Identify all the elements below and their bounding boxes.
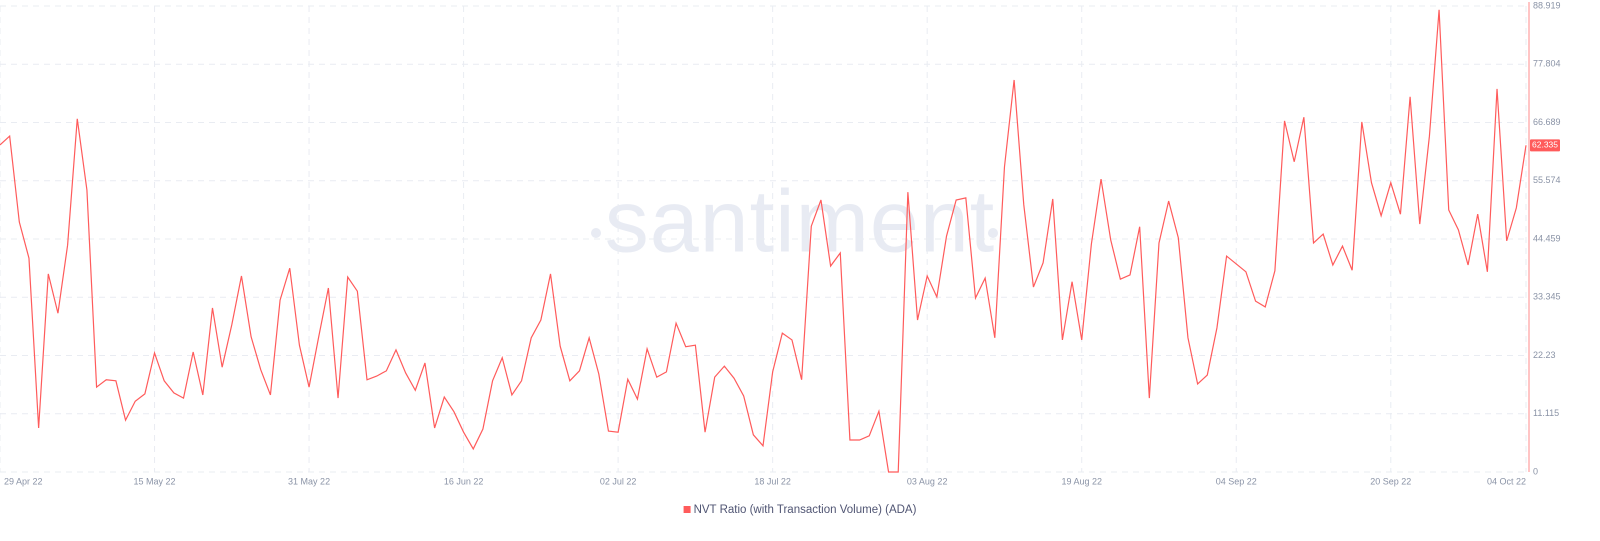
x-tick-label: 29 Apr 22 — [4, 476, 43, 486]
x-tick-label: 15 May 22 — [134, 476, 176, 486]
series-line — [0, 9, 1527, 473]
y-tick-label: 77.804 — [1533, 59, 1561, 69]
x-tick-label: 03 Aug 22 — [907, 476, 948, 486]
x-tick-label: 19 Aug 22 — [1061, 476, 1102, 486]
last-value-badge — [1530, 139, 1560, 152]
y-tick-label: 55.574 — [1533, 175, 1561, 185]
x-tick-label: 18 Jul 22 — [754, 476, 791, 486]
watermark: santiment — [605, 171, 996, 270]
watermark-dot — [591, 228, 601, 238]
legend-label: NVT Ratio (with Transaction Volume) (ADA… — [694, 504, 917, 516]
y-tick-label: 66.689 — [1533, 117, 1561, 127]
legend-swatch — [683, 506, 691, 513]
x-tick-label: 04 Oct 22 — [1487, 476, 1526, 486]
y-tick-label: 44.459 — [1533, 233, 1561, 243]
y-tick-label: 22.23 — [1533, 350, 1556, 360]
x-tick-label: 16 Jun 22 — [444, 476, 484, 486]
x-tick-label: 02 Jul 22 — [600, 476, 637, 486]
watermark-dot — [988, 228, 998, 238]
x-tick-label: 31 May 22 — [288, 476, 330, 486]
y-tick-label: 33.345 — [1533, 292, 1561, 302]
x-tick-label: 04 Sep 22 — [1216, 476, 1257, 486]
y-tick-label: 0 — [1533, 466, 1538, 476]
last-value-label: 62.335 — [1532, 140, 1558, 150]
y-tick-label: 11.115 — [1533, 408, 1559, 418]
y-tick-label: 88.919 — [1533, 0, 1561, 10]
x-tick-label: 20 Sep 22 — [1370, 476, 1411, 486]
